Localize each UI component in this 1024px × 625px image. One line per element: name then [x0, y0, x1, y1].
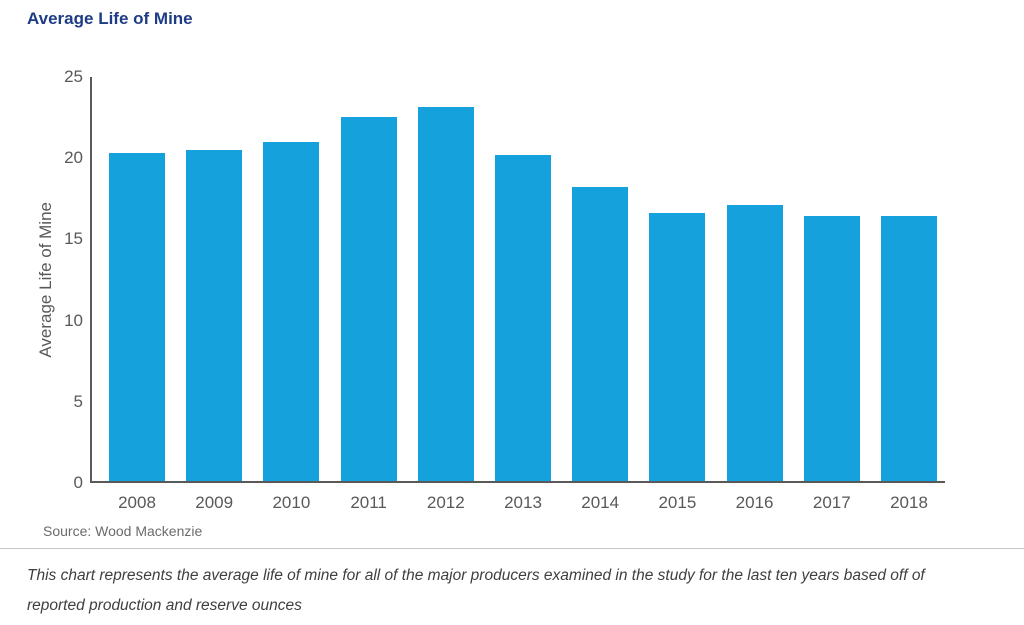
bar-2013 [495, 154, 551, 481]
divider-line [0, 548, 1024, 549]
y-tick-label-0: 0 [73, 473, 83, 492]
x-tick-label-2015: 2015 [658, 493, 697, 512]
page-title: Average Life of Mine [27, 9, 193, 28]
bar-2016 [726, 204, 783, 481]
bar-2018 [881, 216, 937, 481]
caption-line-1: This chart represents the average life o… [27, 567, 925, 584]
bar-2012 [417, 107, 474, 481]
bar-2008 [109, 152, 165, 481]
average-life-of-mine-bar-chart: Average Life of Mine 0 5 10 15 20 25 2008 2009… [34, 67, 945, 512]
y-tick-label-10: 10 [64, 310, 83, 330]
x-tick-label-2018: 2018 [890, 493, 928, 512]
caption-line-2: reported production and reserve ounces [27, 597, 302, 614]
y-tick-label-25: 25 [64, 67, 83, 86]
caption: This chart represents the average life o… [27, 561, 997, 621]
x-tick-label-2013: 2013 [504, 493, 542, 512]
x-tick-label-2012: 2012 [426, 493, 465, 512]
bar-2014 [572, 187, 629, 481]
y-tick-label-15: 15 [64, 229, 83, 249]
y-tick-label-20: 20 [64, 148, 83, 168]
plot-area: 2008 2009 2010 2011 2012 2013 2014 2015 2016 2017… [90, 77, 945, 512]
x-tick-label-2009: 2009 [195, 493, 234, 512]
source-note: Source: Wood Mackenzie [43, 523, 203, 539]
x-tick-label-2011: 2011 [350, 493, 387, 512]
y-axis-title-text: Average Life of Mine [36, 202, 55, 358]
x-tick-label-2010: 2010 [272, 493, 311, 512]
bar-2009 [186, 149, 243, 481]
bar-2015 [649, 213, 706, 481]
x-tick-label-2017: 2017 [812, 493, 851, 512]
bar-2010 [263, 141, 320, 481]
x-tick-label-2016: 2016 [735, 493, 774, 512]
y-tick-label-5: 5 [73, 391, 83, 411]
y-axis-title: Average Life of Mine [34, 77, 58, 483]
bar-2017 [803, 216, 860, 481]
bar-2011 [340, 117, 397, 481]
x-tick-label-2014: 2014 [581, 493, 620, 512]
x-tick-label-2008: 2008 [118, 493, 156, 512]
